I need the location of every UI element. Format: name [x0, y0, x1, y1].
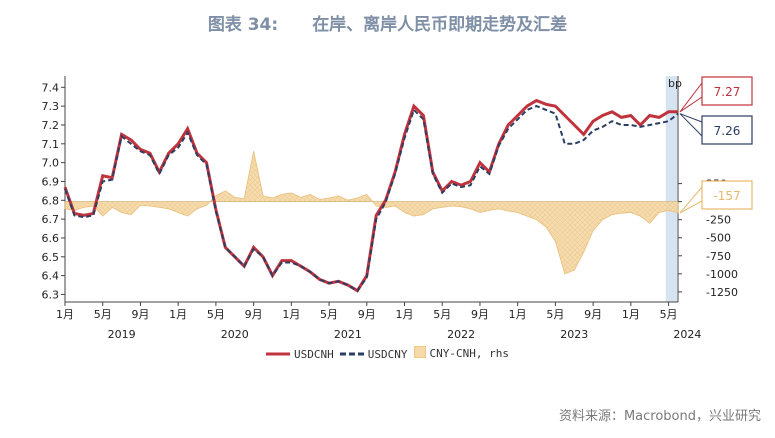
spread-end-label-pointer — [679, 185, 703, 214]
x-year-label: 2023 — [560, 328, 588, 341]
legend-label: CNY-CNH, rhs — [429, 347, 509, 360]
x-tick-label: 1月 — [622, 308, 640, 321]
legend-swatch — [413, 345, 426, 361]
legend-item: USDCNY — [339, 348, 408, 361]
x-tick-label: 5月 — [320, 308, 338, 321]
x-year-label: 2021 — [334, 328, 362, 341]
legend-label: USDCNY — [367, 348, 408, 361]
series-line-usdcny — [64, 105, 679, 293]
y-right-tick-label: -750 — [706, 250, 731, 263]
y-left-tick-label: 7.0 — [42, 157, 60, 170]
x-tick-label: 1月 — [396, 308, 414, 321]
legend-item: USDCNH — [266, 348, 334, 361]
x-tick-label: 9月 — [358, 308, 376, 321]
legend-label: USDCNH — [294, 348, 334, 361]
y-left-tick-label: 6.9 — [42, 175, 60, 188]
chart-number: 图表 34: — [207, 15, 279, 35]
cnh-end-label-pointer — [679, 81, 703, 113]
y-left-tick-label: 6.7 — [42, 213, 60, 226]
x-tick-label: 5月 — [94, 308, 112, 321]
x-tick-label: 1月 — [169, 308, 187, 321]
y-left-tick-label: 6.3 — [42, 288, 60, 301]
y-right-tick-label: -1000 — [706, 268, 738, 281]
cny-end-label-pointer — [679, 113, 703, 138]
cny-end-label-box — [701, 115, 753, 145]
x-tick-label: 1月 — [56, 308, 74, 321]
x-tick-label: 1月 — [282, 308, 300, 321]
chart-title: 图表 34: 在岸、离岸人民币即期走势及汇差 — [0, 10, 775, 35]
x-tick-label: 1月 — [509, 308, 527, 321]
y-left-tick-label: 7.3 — [42, 100, 60, 113]
chart-legend: USDCNH USDCNY CNY-CNH, rhs — [0, 345, 775, 361]
x-tick-label: 9月 — [245, 308, 263, 321]
x-year-label: 2022 — [447, 328, 475, 341]
cny-end-label-value: 7.26 — [714, 124, 741, 138]
right-axis-unit: bp — [668, 77, 682, 90]
legend-swatch — [266, 348, 290, 361]
legend-swatch — [339, 348, 364, 361]
x-tick-label: 5月 — [207, 308, 225, 321]
source-note: 资料来源：Macrobond，兴业研究 — [558, 409, 761, 424]
x-year-label: 2019 — [108, 328, 136, 341]
x-tick-label: 9月 — [471, 308, 489, 321]
y-left-tick-label: 7.1 — [42, 138, 60, 151]
x-tick-label: 5月 — [546, 308, 564, 321]
y-left-tick-label: 6.5 — [42, 251, 60, 264]
x-tick-label: 9月 — [131, 308, 149, 321]
spread-end-label-box — [701, 180, 753, 210]
recent-period-band — [665, 76, 678, 302]
x-tick-label: 5月 — [660, 308, 678, 321]
x-year-label: 2020 — [221, 328, 249, 341]
spread-end-label-value: -157 — [713, 189, 740, 203]
y-left-tick-label: 7.2 — [42, 119, 60, 132]
chart-title-text: 在岸、离岸人民币即期走势及汇差 — [312, 15, 568, 35]
series-line-usdcnh — [63, 98, 678, 293]
x-tick-label: 9月 — [584, 308, 602, 321]
y-right-tick-label: -250 — [706, 214, 731, 227]
legend-item: CNY-CNH, rhs — [413, 345, 509, 361]
y-left-tick-label: 6.8 — [42, 194, 60, 207]
cnh-end-label-value: 7.27 — [714, 85, 741, 99]
series-area-cny-cnh — [64, 151, 679, 275]
y-left-tick-label: 6.6 — [42, 232, 60, 245]
y-left-tick-label: 7.4 — [42, 81, 60, 94]
x-tick-label: 5月 — [433, 308, 451, 321]
y-right-tick-label: -1250 — [706, 286, 738, 299]
y-left-tick-label: 6.4 — [42, 270, 60, 283]
x-year-label: 2024 — [673, 328, 701, 341]
y-right-tick-label: -500 — [706, 232, 731, 245]
cnh-end-label-box — [701, 76, 753, 106]
